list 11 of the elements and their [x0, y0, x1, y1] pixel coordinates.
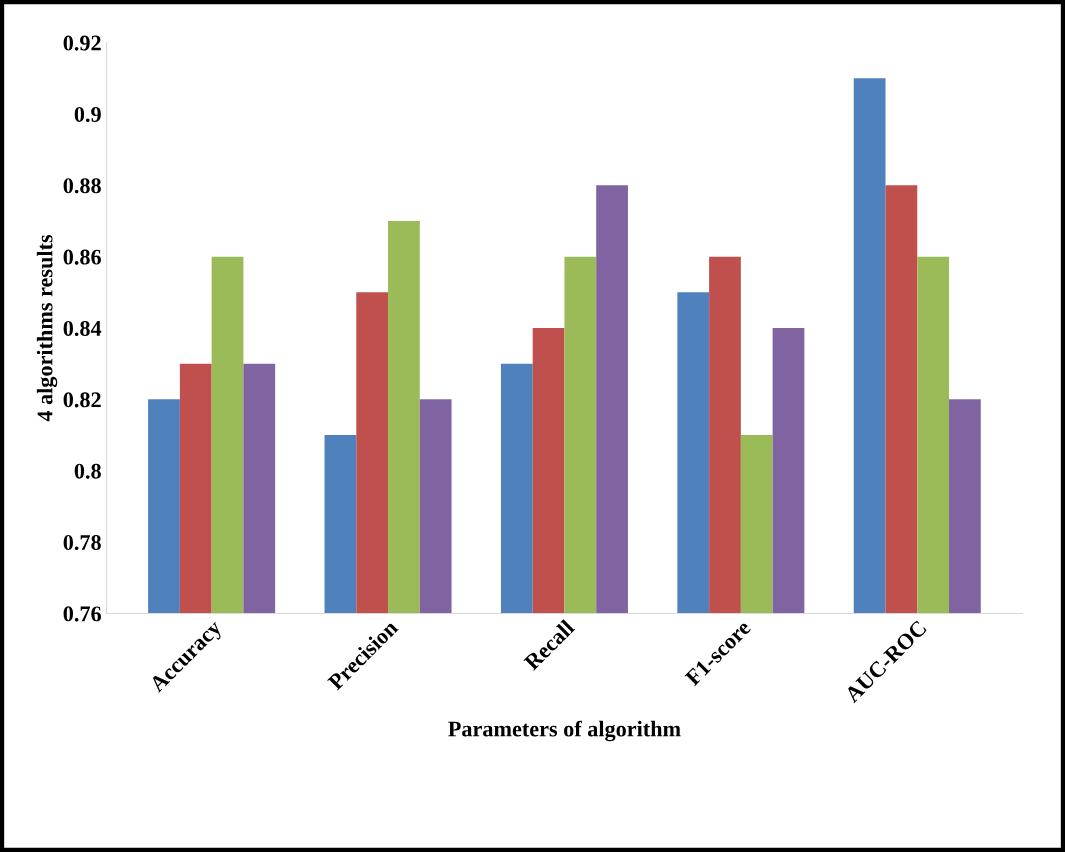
y-axis-title: 4 algorithms results [36, 234, 58, 422]
y-tick-label: 0.84 [63, 320, 102, 337]
y-tick-label: 0.88 [63, 178, 101, 194]
y-tick-label: 0.92 [63, 35, 101, 51]
x-axis-title: Parameters of algorithm [448, 720, 681, 742]
y-tick-label: 0.86 [63, 249, 101, 265]
y-tick-label: 0.9 [74, 106, 101, 122]
y-tick-label: 0.76 [63, 606, 101, 622]
y-tick-label: 0.82 [63, 392, 101, 408]
y-tick-label: 0.78 [63, 535, 101, 551]
y-tick-label: 0.8 [74, 463, 101, 479]
